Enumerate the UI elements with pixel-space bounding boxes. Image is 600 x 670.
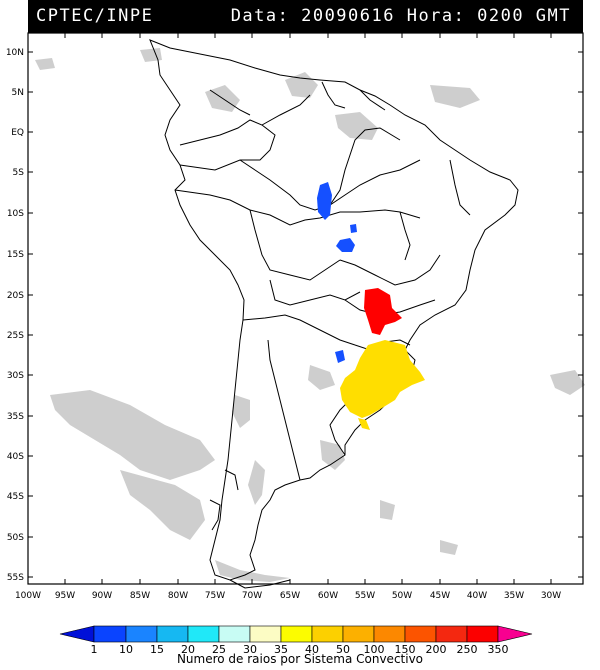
legend-value: 200 [426,643,447,656]
legend-value: 350 [488,643,509,656]
legend-colorbar: 1 10 15 20 25 30 35 40 50 100 150 200 25… [59,625,533,656]
legend-swatch [404,625,437,643]
lon-label: 90W [92,591,112,601]
legend-value: 10 [119,643,133,656]
date-time-label: Data: 20090616 Hora: 0200 GMT [230,6,571,26]
lat-label: 35S [7,412,24,422]
legend-value: 20 [181,643,195,656]
legend-value: 100 [364,643,385,656]
lon-ticks [27,33,552,584]
legend-value: 1 [91,643,98,656]
legend-swatch [497,625,533,643]
legend-swatch [59,625,95,643]
lat-labels: 10N 5N EQ 5S 10S 15S 20S 25S 30S 35S 40S… [6,48,24,583]
red-storm-cells [364,288,402,335]
lat-label: 50S [7,533,24,543]
lon-label: 40W [467,591,487,601]
lon-label: 45W [430,591,450,601]
map-frame [27,32,584,585]
legend-swatch [156,625,189,643]
legend-swatch [249,625,282,643]
lat-label: 20S [7,291,24,301]
legend-swatch [93,625,127,643]
legend-swatch [311,625,344,643]
lon-label: 60W [318,591,338,601]
lon-label: 65W [280,591,300,601]
legend-swatch [435,625,468,643]
lat-label: 15S [7,250,24,260]
lat-label: 10S [7,209,24,219]
legend-value: 35 [274,643,288,656]
blue-storm-cells [317,182,357,363]
legend-title: Numero de raios por Sistema Convectivo [176,652,424,666]
legend-value: 250 [457,643,478,656]
lon-label: 80W [168,591,188,601]
map-panel: 10N 5N EQ 5S 10S 15S 20S 25S 30S 35S 40S… [6,32,585,601]
title-bar: CPTEC/INPE Data: 20090616 Hora: 0200 GMT [28,0,583,33]
lon-labels: 100W 95W 90W 85W 80W 75W 70W 65W 60W 55W… [15,591,561,601]
cloud-layer [35,48,585,582]
lon-label: 95W [55,591,75,601]
legend-swatch [125,625,158,643]
lon-label: 55W [355,591,375,601]
continent-outline [149,39,519,589]
lat-label: 5N [12,88,24,98]
lat-label: 25S [7,331,24,341]
lon-label: 70W [242,591,262,601]
legend-value: 15 [150,643,164,656]
legend-values: 1 10 15 20 25 30 35 40 50 100 150 200 25… [91,643,509,656]
lat-ticks [28,51,583,578]
legend-swatches [59,625,533,643]
lon-label: 50W [392,591,412,601]
lon-label: 30W [541,591,561,601]
lon-label: 75W [205,591,225,601]
source-label: CPTEC/INPE [36,6,154,26]
legend-value: 150 [395,643,416,656]
legend-value: 30 [243,643,257,656]
legend-swatch [466,625,499,643]
lat-label: 55S [7,573,24,583]
map-svg: 10N 5N EQ 5S 10S 15S 20S 25S 30S 35S 40S… [6,32,585,601]
lat-label: 30S [7,371,24,381]
legend-swatch [342,625,375,643]
legend-swatch [280,625,313,643]
legend-value: 40 [305,643,319,656]
lat-label: 10N [6,48,24,58]
legend-value: 50 [336,643,350,656]
lat-label: 45S [7,492,24,502]
lat-label: 40S [7,452,24,462]
lat-label: EQ [11,128,24,138]
legend-swatch [373,625,406,643]
legend-value: 25 [212,643,226,656]
lon-label: 35W [504,591,524,601]
legend-swatch [218,625,251,643]
lon-label: 100W [15,591,41,601]
yellow-storm-cells [340,340,425,430]
legend-swatch [187,625,220,643]
lon-label: 85W [130,591,150,601]
lat-label: 5S [13,168,25,178]
